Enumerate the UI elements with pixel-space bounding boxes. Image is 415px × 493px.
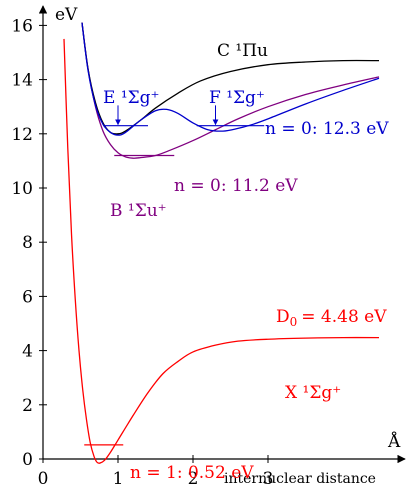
label-d0: D0 = 4.48 eV [276,307,387,329]
x-ticks: 0 1 2 3 [38,455,274,489]
y-tick-label: 12 [11,125,33,145]
x-tick-label: 3 [263,469,274,489]
c-state-curve [81,22,380,135]
label-d0-subscript: 0 [290,315,298,329]
y-tick-label: 8 [22,233,33,253]
curves [63,22,380,464]
x-axis-label: internuclear distance [224,471,376,487]
x-axis-unit: Å [387,431,401,452]
x-tick-label: 0 [38,469,49,489]
ef-state-curve [81,22,380,136]
label-e-level-energy: n = 0: 12.3 eV [265,119,389,139]
label-b-level-energy: n = 0: 11.2 eV [174,176,298,196]
x-tick-label: 1 [113,469,124,489]
x-ground-state-curve [63,38,380,464]
y-axis-label: eV [55,5,78,25]
y-tick-label: 4 [22,342,33,362]
y-tick-label: 16 [11,16,33,36]
y-ticks: 0 2 4 6 8 10 12 14 16 [11,16,47,470]
label-f-sigma-g: F ¹Σg⁺ [209,88,265,108]
y-tick-label: 10 [11,179,33,199]
label-c-pi-u: C ¹Πu [217,41,268,61]
y-tick-label: 0 [22,450,33,470]
label-e-sigma-g: E ¹Σg⁺ [103,88,160,108]
b-state-curve [81,22,380,159]
label-d0-symbol: D [276,307,290,327]
y-tick-label: 2 [22,396,33,416]
label-d0-value: = 4.48 eV [301,307,387,327]
y-tick-label: 6 [22,287,33,307]
label-x-level-energy: n = 1: 0.52 eV [130,463,254,483]
label-b-sigma-u: B ¹Σu⁺ [110,201,167,221]
y-tick-label: 14 [11,71,33,91]
label-x-sigma-g: X ¹Σg⁺ [285,383,341,403]
x-tick-label: 2 [188,469,199,489]
